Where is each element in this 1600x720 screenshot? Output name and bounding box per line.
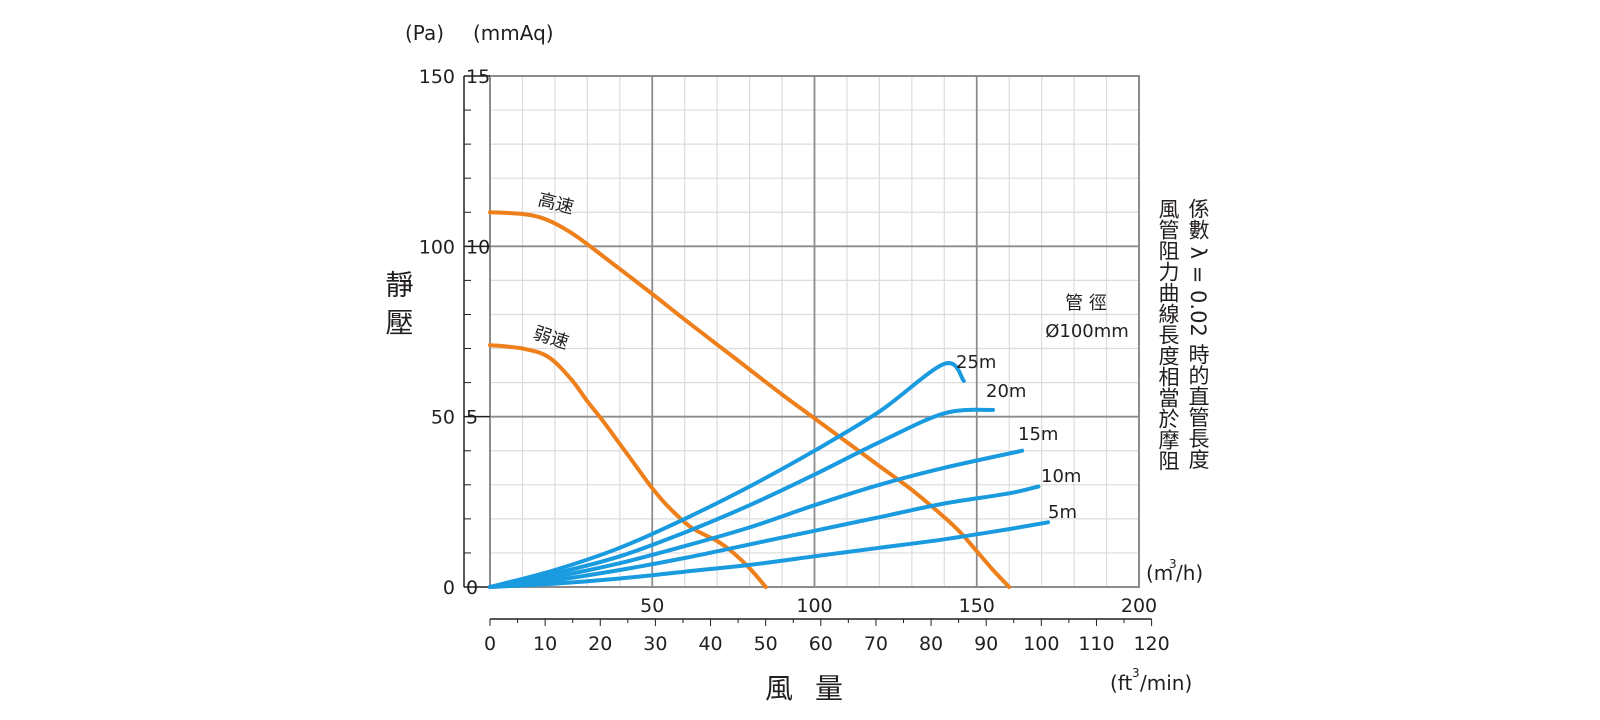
series-label: 5m bbox=[1048, 502, 1077, 523]
curve-5m bbox=[488, 520, 1051, 589]
x-tick-label-m3h: 200 bbox=[1121, 595, 1157, 617]
curve-高速 bbox=[488, 210, 1012, 589]
y-tick-label-mmaq: 5 bbox=[466, 407, 478, 429]
x-tick-label-m3h: 50 bbox=[640, 595, 664, 617]
x-tick-label-cfm: 10 bbox=[533, 633, 557, 655]
y-tick-label-mmaq: 0 bbox=[466, 577, 478, 599]
y-axis: 0 50 100 150 0 5 10 15 bbox=[419, 66, 490, 599]
y-unit-pa: (Pa) bbox=[405, 21, 444, 45]
pipe-label: 管 徑 bbox=[1065, 293, 1107, 314]
x-axis-title: 風量 bbox=[765, 672, 865, 705]
series-label: 10m bbox=[1041, 466, 1081, 487]
curve-20m bbox=[488, 407, 995, 589]
x-tick-label-cfm: 120 bbox=[1133, 633, 1169, 655]
svg-text:(m: (m bbox=[1146, 561, 1173, 585]
x-tick-label-m3h: 150 bbox=[959, 595, 995, 617]
x-tick-label-cfm: 40 bbox=[698, 633, 722, 655]
curves bbox=[488, 210, 1051, 589]
x-tick-label-cfm: 20 bbox=[588, 633, 612, 655]
y-tick-label-mmaq: 15 bbox=[466, 66, 490, 88]
y-tick-label-pa: 150 bbox=[419, 66, 455, 88]
plot-frame bbox=[489, 75, 1140, 588]
x-tick-label-cfm: 0 bbox=[484, 633, 496, 655]
y-axis-title: 靜壓 bbox=[382, 270, 415, 346]
x-tick-label-cfm: 110 bbox=[1078, 633, 1114, 655]
y-tick-label-pa: 100 bbox=[419, 236, 455, 258]
svg-text:/min): /min) bbox=[1140, 671, 1192, 695]
x-axis-cfm: 0 10 20 30 40 50 60 70 80 90 100 110 120 bbox=[484, 618, 1170, 655]
x-tick-label-cfm: 70 bbox=[864, 633, 888, 655]
x-unit-cfm: (ft 3 /min) bbox=[1110, 666, 1192, 695]
x-tick-label-cfm: 100 bbox=[1023, 633, 1059, 655]
svg-text:3: 3 bbox=[1169, 557, 1177, 571]
note-line-1: 風管阻力曲線長度相當於摩阻 bbox=[1156, 198, 1180, 471]
x-tick-label-cfm: 90 bbox=[974, 633, 998, 655]
x-tick-label-m3h: 100 bbox=[796, 595, 832, 617]
x-tick-label-cfm: 30 bbox=[643, 633, 667, 655]
curve-10m bbox=[488, 484, 1041, 589]
chart-labels: (Pa) (mmAq) 靜壓 風量 管 徑 Ø100mm 風管阻力曲線長度相當於… bbox=[382, 21, 1211, 705]
y-tick-label-pa: 0 bbox=[443, 577, 455, 599]
series-label: 15m bbox=[1018, 424, 1058, 445]
series-label: 高速 bbox=[536, 189, 576, 218]
pipe-diameter: Ø100mm bbox=[1045, 321, 1129, 342]
y-tick-label-mmaq: 10 bbox=[466, 236, 490, 258]
y-unit-mmaq: (mmAq) bbox=[473, 21, 554, 45]
x-tick-label-cfm: 50 bbox=[754, 633, 778, 655]
svg-text:/h): /h) bbox=[1176, 561, 1203, 585]
note-line-2: 係數 λ = 0.02 時的直管長度 bbox=[1186, 198, 1210, 470]
x-unit-m3h: (m 3 /h) bbox=[1146, 557, 1203, 585]
series-label: 25m bbox=[956, 352, 996, 373]
x-tick-label-cfm: 80 bbox=[919, 633, 943, 655]
series-label: 20m bbox=[986, 381, 1026, 402]
curve-25m bbox=[488, 361, 966, 589]
svg-text:(ft: (ft bbox=[1110, 671, 1132, 695]
svg-text:3: 3 bbox=[1132, 666, 1140, 680]
y-tick-label-pa: 50 bbox=[431, 407, 455, 429]
x-tick-label-cfm: 60 bbox=[809, 633, 833, 655]
series-label: 弱速 bbox=[530, 323, 571, 354]
curve-15m bbox=[488, 448, 1025, 589]
